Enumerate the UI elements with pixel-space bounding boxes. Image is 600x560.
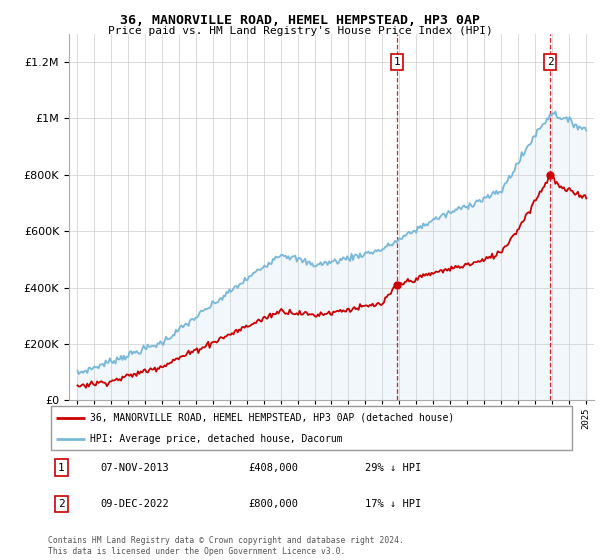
Text: 09-DEC-2022: 09-DEC-2022 — [101, 499, 170, 509]
FancyBboxPatch shape — [50, 406, 572, 450]
Text: Contains HM Land Registry data © Crown copyright and database right 2024.
This d: Contains HM Land Registry data © Crown c… — [48, 536, 404, 556]
Text: 1: 1 — [394, 57, 400, 67]
Text: 2: 2 — [547, 57, 554, 67]
Text: £800,000: £800,000 — [248, 499, 299, 509]
Text: Price paid vs. HM Land Registry's House Price Index (HPI): Price paid vs. HM Land Registry's House … — [107, 26, 493, 36]
Text: £408,000: £408,000 — [248, 463, 299, 473]
Text: HPI: Average price, detached house, Dacorum: HPI: Average price, detached house, Daco… — [90, 435, 343, 444]
Text: 1: 1 — [58, 463, 65, 473]
Text: 2: 2 — [58, 499, 65, 509]
Text: 07-NOV-2013: 07-NOV-2013 — [101, 463, 170, 473]
Text: 36, MANORVILLE ROAD, HEMEL HEMPSTEAD, HP3 0AP (detached house): 36, MANORVILLE ROAD, HEMEL HEMPSTEAD, HP… — [90, 413, 454, 423]
Text: 29% ↓ HPI: 29% ↓ HPI — [365, 463, 421, 473]
Text: 17% ↓ HPI: 17% ↓ HPI — [365, 499, 421, 509]
Text: 36, MANORVILLE ROAD, HEMEL HEMPSTEAD, HP3 0AP: 36, MANORVILLE ROAD, HEMEL HEMPSTEAD, HP… — [120, 14, 480, 27]
